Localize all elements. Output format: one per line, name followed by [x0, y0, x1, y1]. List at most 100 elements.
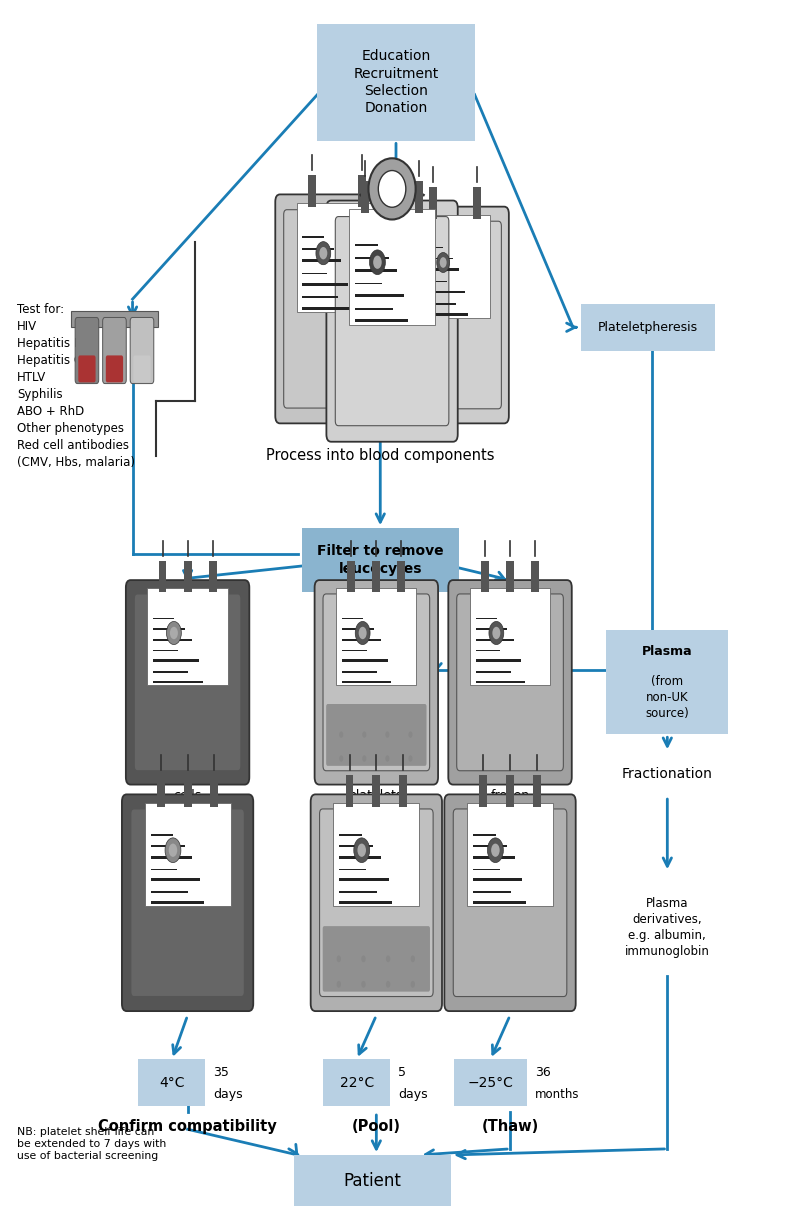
Circle shape: [357, 844, 366, 857]
Bar: [150, 878, 200, 881]
Circle shape: [489, 621, 504, 645]
Bar: [308, 175, 316, 207]
Circle shape: [337, 980, 341, 988]
Bar: [429, 187, 437, 219]
Bar: [467, 803, 553, 907]
Bar: [506, 561, 514, 593]
Circle shape: [410, 956, 415, 962]
Text: (from
non-UK
source): (from non-UK source): [645, 674, 689, 720]
Bar: [473, 891, 511, 893]
Bar: [531, 561, 539, 593]
Circle shape: [437, 252, 450, 272]
Circle shape: [362, 755, 367, 761]
Text: 22°C: 22°C: [340, 1076, 374, 1090]
Bar: [345, 775, 353, 807]
Text: Pooled
platelets: Pooled platelets: [349, 774, 404, 802]
Bar: [481, 561, 489, 593]
Circle shape: [370, 250, 386, 274]
Text: Plateletpheresis: Plateletpheresis: [598, 321, 698, 333]
Circle shape: [491, 844, 500, 857]
Bar: [475, 638, 514, 641]
FancyBboxPatch shape: [318, 25, 474, 140]
FancyBboxPatch shape: [78, 355, 96, 383]
Bar: [150, 834, 173, 836]
Text: Red
cells: Red cells: [173, 774, 202, 802]
FancyBboxPatch shape: [130, 317, 154, 384]
Bar: [157, 775, 165, 807]
FancyBboxPatch shape: [103, 317, 126, 384]
Bar: [184, 561, 192, 593]
Circle shape: [166, 621, 181, 645]
FancyBboxPatch shape: [122, 795, 253, 1011]
Text: Fresh
frozen
plasma: Fresh frozen plasma: [487, 774, 533, 817]
Bar: [342, 680, 391, 684]
Text: months: months: [535, 1089, 579, 1102]
Bar: [340, 834, 362, 836]
Circle shape: [386, 755, 390, 761]
FancyBboxPatch shape: [323, 594, 429, 771]
Bar: [425, 280, 447, 282]
Text: 36: 36: [535, 1066, 550, 1080]
Bar: [340, 856, 381, 859]
Bar: [473, 187, 481, 219]
Bar: [398, 561, 406, 593]
Bar: [150, 856, 192, 859]
Text: Education
Recruitment
Selection
Donation: Education Recruitment Selection Donation: [353, 49, 439, 116]
Bar: [342, 629, 374, 630]
Bar: [475, 680, 525, 684]
Bar: [506, 775, 514, 807]
Bar: [303, 260, 341, 262]
Bar: [475, 629, 508, 630]
Bar: [153, 638, 192, 641]
Text: NB: platelet shelf life can
be extended to 7 days with
use of bacterial screenin: NB: platelet shelf life can be extended …: [17, 1127, 166, 1161]
Circle shape: [339, 732, 343, 738]
Bar: [355, 245, 378, 246]
Circle shape: [386, 980, 390, 988]
Bar: [355, 294, 404, 296]
Bar: [372, 775, 380, 807]
Bar: [150, 845, 185, 847]
FancyBboxPatch shape: [409, 221, 501, 408]
Ellipse shape: [368, 159, 416, 219]
Text: Test for:
HIV
Hepatitis B
Hepatitis C
HTLV
Syphilis
ABO + RhD
Other phenotypes
R: Test for: HIV Hepatitis B Hepatitis C HT…: [17, 303, 135, 469]
Bar: [340, 891, 377, 893]
Text: (Pool): (Pool): [352, 1119, 401, 1134]
Bar: [303, 308, 352, 310]
Bar: [473, 845, 507, 847]
FancyBboxPatch shape: [322, 926, 430, 991]
Bar: [342, 638, 381, 641]
Text: (Thaw): (Thaw): [482, 1119, 539, 1134]
Circle shape: [319, 247, 327, 260]
Circle shape: [410, 980, 415, 988]
Bar: [479, 775, 487, 807]
FancyBboxPatch shape: [106, 355, 123, 383]
Circle shape: [386, 956, 390, 962]
Bar: [150, 891, 188, 893]
FancyBboxPatch shape: [135, 594, 241, 771]
Text: Fractionation: Fractionation: [622, 768, 713, 781]
Circle shape: [165, 838, 181, 862]
Text: days: days: [398, 1089, 428, 1102]
Bar: [475, 617, 497, 620]
FancyBboxPatch shape: [131, 809, 245, 996]
FancyBboxPatch shape: [126, 581, 249, 785]
Bar: [355, 257, 389, 258]
Circle shape: [409, 755, 413, 761]
Text: days: days: [213, 1089, 243, 1102]
Circle shape: [359, 627, 367, 640]
Bar: [153, 672, 188, 673]
Bar: [158, 561, 166, 593]
Bar: [342, 659, 388, 662]
Bar: [342, 617, 363, 620]
Bar: [421, 215, 489, 319]
Text: 5: 5: [398, 1066, 406, 1080]
FancyBboxPatch shape: [314, 581, 438, 785]
Circle shape: [169, 844, 177, 857]
FancyBboxPatch shape: [581, 304, 714, 351]
FancyBboxPatch shape: [326, 200, 458, 442]
Bar: [355, 269, 397, 272]
FancyBboxPatch shape: [319, 809, 433, 996]
Circle shape: [361, 980, 366, 988]
Bar: [147, 588, 228, 685]
Bar: [425, 303, 455, 305]
